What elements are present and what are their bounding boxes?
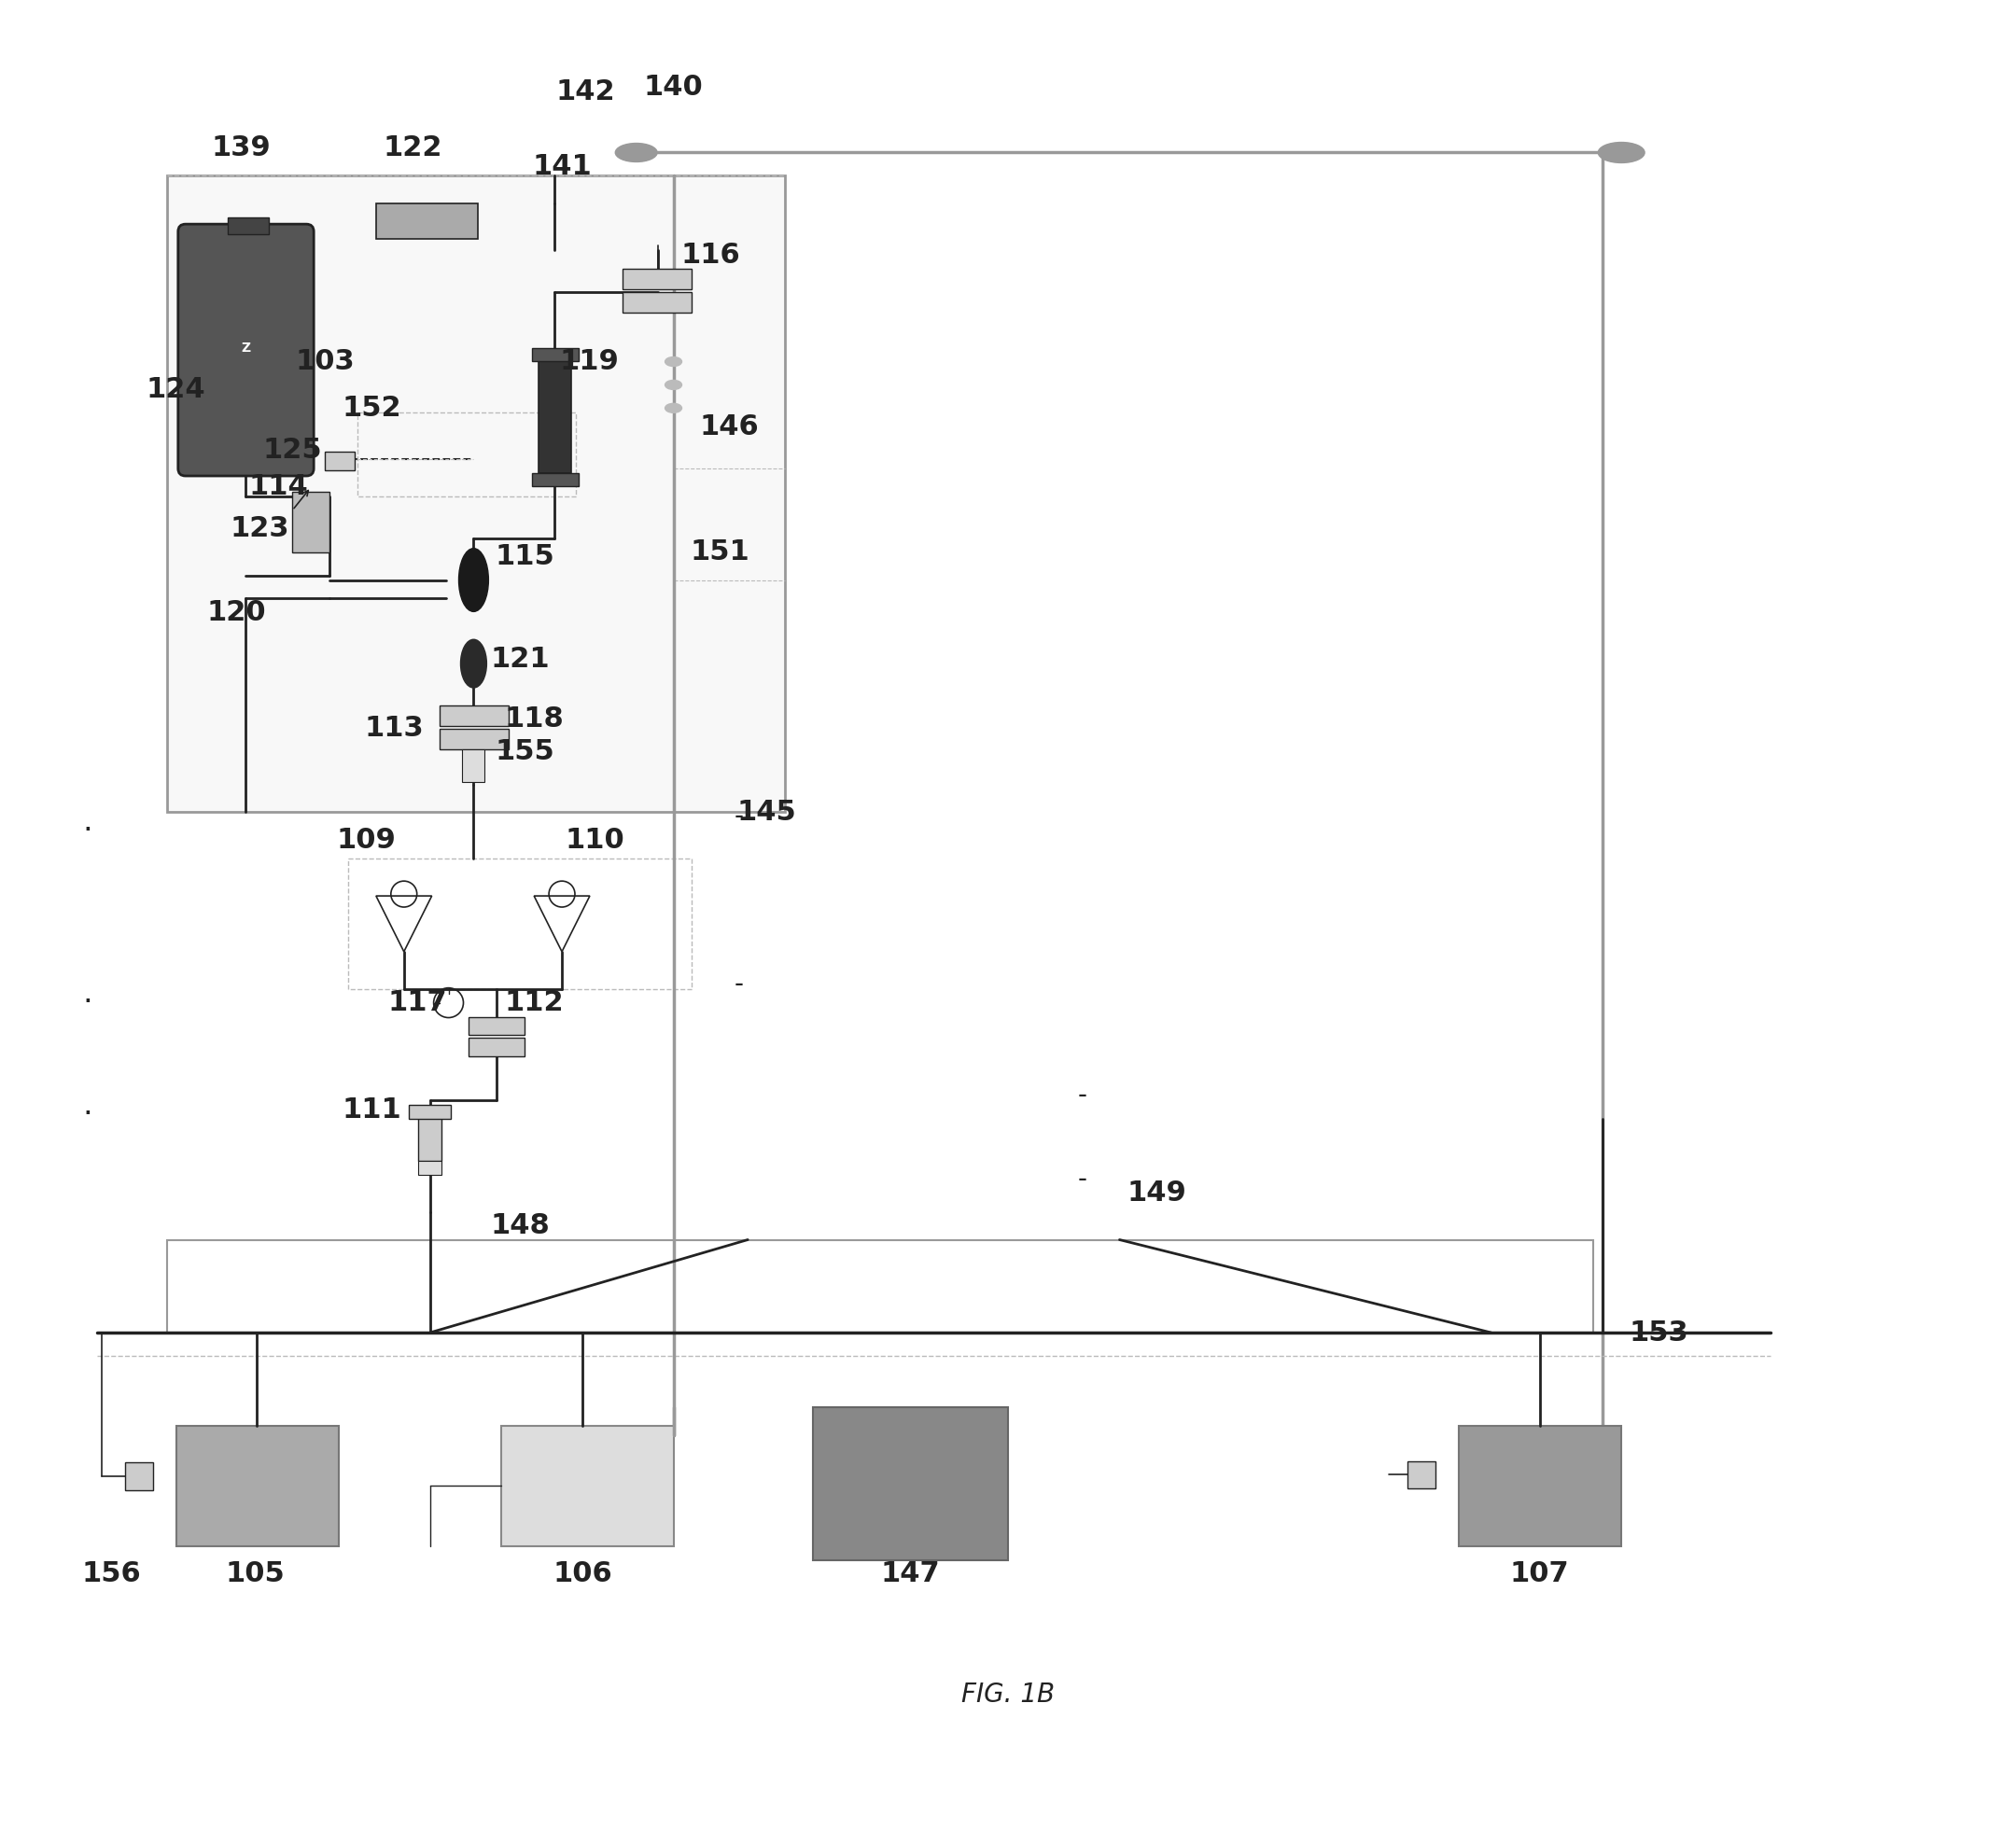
Bar [417, 1114, 442, 1161]
Text: 124: 124 [147, 377, 206, 402]
Bar [1460, 1425, 1621, 1546]
Ellipse shape [1599, 143, 1645, 163]
Text: 125: 125 [262, 437, 323, 463]
Text: 146: 146 [700, 413, 758, 441]
Bar [167, 176, 784, 812]
Bar [439, 728, 508, 750]
Text: 119: 119 [560, 348, 619, 375]
Text: 148: 148 [490, 1213, 550, 1240]
Ellipse shape [460, 549, 488, 611]
Bar [325, 452, 355, 470]
Text: 152: 152 [341, 395, 401, 422]
Bar [623, 269, 691, 289]
Text: 123: 123 [230, 516, 290, 543]
Bar [623, 293, 691, 313]
Text: 121: 121 [490, 646, 550, 673]
Text: 118: 118 [504, 706, 564, 733]
Text: 116: 116 [681, 241, 740, 269]
Text: -: - [1079, 1083, 1087, 1108]
Bar [167, 1240, 1593, 1333]
Text: 114: 114 [248, 474, 308, 501]
Text: 140: 140 [643, 73, 704, 101]
Text: 139: 139 [212, 134, 270, 161]
Polygon shape [377, 896, 431, 951]
Bar [292, 492, 329, 552]
Polygon shape [534, 896, 591, 951]
Text: 107: 107 [1510, 1560, 1568, 1588]
Text: .: . [83, 979, 93, 1010]
Text: 155: 155 [496, 739, 554, 765]
Text: 145: 145 [736, 799, 796, 827]
Bar [470, 1039, 524, 1057]
Bar [502, 1425, 673, 1546]
Bar [125, 1463, 153, 1491]
Text: 106: 106 [552, 1560, 613, 1588]
Ellipse shape [665, 380, 681, 390]
Text: 147: 147 [881, 1560, 939, 1588]
Text: -: - [1079, 1167, 1087, 1193]
Text: 149: 149 [1127, 1180, 1187, 1207]
Bar [228, 218, 270, 234]
Ellipse shape [665, 357, 681, 366]
Ellipse shape [615, 143, 657, 161]
Text: 153: 153 [1629, 1319, 1687, 1346]
Text: 142: 142 [556, 79, 615, 106]
Text: 120: 120 [208, 598, 266, 626]
FancyBboxPatch shape [177, 225, 314, 476]
Text: 103: 103 [294, 348, 355, 375]
Text: Z: Z [242, 342, 250, 355]
Bar [357, 413, 577, 496]
Ellipse shape [665, 404, 681, 413]
Bar [538, 353, 571, 474]
Bar [377, 203, 478, 240]
Bar [812, 1407, 1008, 1560]
Text: -: - [734, 805, 744, 830]
Bar [1407, 1461, 1435, 1489]
Bar [417, 1161, 442, 1174]
Text: FIG. 1B: FIG. 1B [962, 1683, 1054, 1708]
Bar [349, 860, 691, 989]
Text: 113: 113 [365, 715, 423, 743]
Text: 117: 117 [389, 989, 448, 1017]
Text: 141: 141 [532, 154, 591, 179]
Text: 151: 151 [689, 538, 750, 565]
Bar [175, 1425, 339, 1546]
Text: 112: 112 [504, 989, 564, 1017]
Text: 105: 105 [226, 1560, 284, 1588]
Bar [532, 474, 579, 487]
Bar [462, 750, 484, 781]
Ellipse shape [460, 640, 486, 688]
Text: 109: 109 [337, 827, 397, 854]
Bar [409, 1105, 450, 1119]
Text: -: - [734, 971, 744, 997]
Bar [470, 1017, 524, 1035]
Text: 122: 122 [383, 134, 444, 161]
Text: 110: 110 [564, 827, 625, 854]
Bar [439, 706, 508, 726]
Text: 115: 115 [496, 543, 554, 571]
Text: .: . [83, 1090, 93, 1121]
Text: 111: 111 [341, 1096, 401, 1123]
Text: 156: 156 [81, 1560, 141, 1588]
Bar [532, 348, 579, 360]
Text: .: . [83, 807, 93, 838]
